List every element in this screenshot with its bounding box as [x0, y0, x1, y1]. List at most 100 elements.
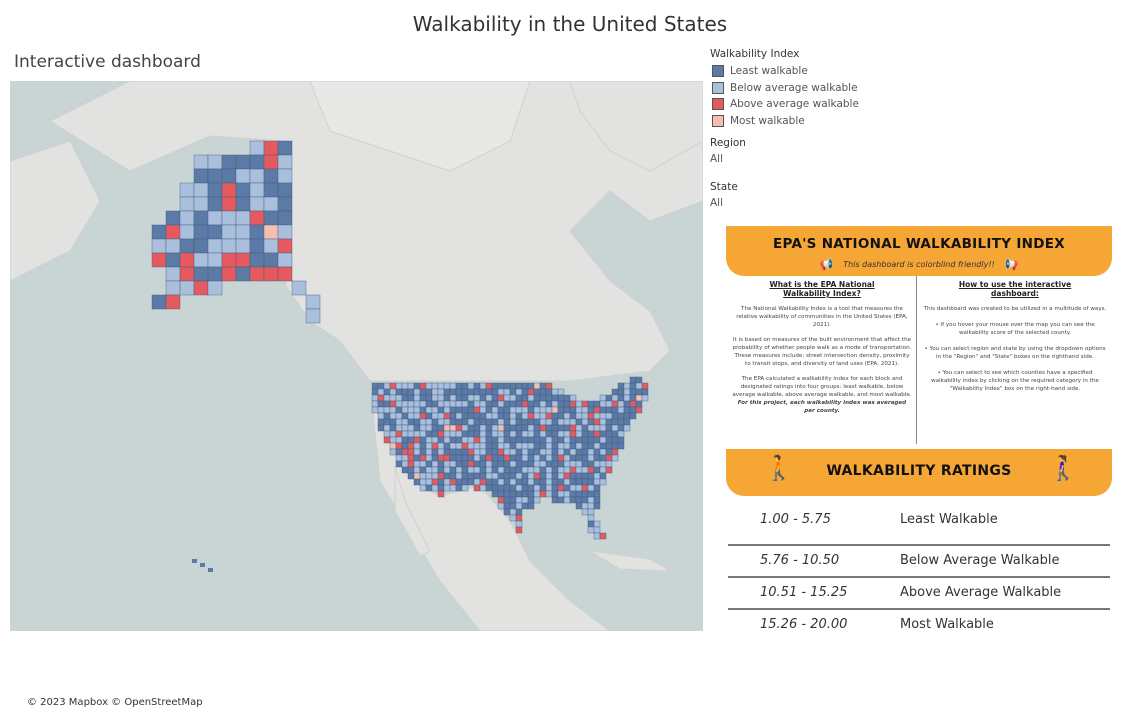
county-shape[interactable]: [425, 454, 433, 462]
county-shape[interactable]: [521, 406, 529, 414]
county-shape[interactable]: [263, 210, 279, 226]
county-shape[interactable]: [383, 394, 391, 402]
county-shape[interactable]: [563, 418, 571, 426]
county-shape[interactable]: [165, 238, 181, 254]
county-shape[interactable]: [527, 412, 535, 420]
county-shape[interactable]: [569, 472, 577, 480]
county-shape[interactable]: [419, 394, 427, 402]
county-shape[interactable]: [509, 454, 517, 462]
county-shape[interactable]: [533, 496, 541, 504]
county-shape[interactable]: [419, 448, 427, 456]
county-shape[interactable]: [413, 424, 421, 432]
county-shape[interactable]: [165, 224, 181, 240]
county-shape[interactable]: [395, 400, 403, 408]
county-shape[interactable]: [551, 406, 559, 414]
county-shape[interactable]: [249, 252, 265, 268]
legend-item-most[interactable]: Most walkable: [710, 113, 859, 130]
county-shape[interactable]: [437, 406, 445, 414]
map-attribution[interactable]: © 2023 Mapbox © OpenStreetMap: [24, 697, 206, 708]
county-shape[interactable]: [545, 418, 553, 426]
county-shape[interactable]: [443, 466, 451, 474]
county-shape[interactable]: [581, 478, 589, 486]
county-shape[interactable]: [509, 484, 517, 492]
county-shape[interactable]: [587, 424, 595, 432]
county-shape[interactable]: [497, 472, 505, 480]
county-shape[interactable]: [551, 388, 559, 396]
county-shape[interactable]: [545, 478, 553, 486]
county-shape[interactable]: [437, 442, 445, 450]
county-shape[interactable]: [503, 490, 511, 498]
county-shape[interactable]: [581, 424, 589, 432]
county-shape[interactable]: [635, 406, 643, 414]
county-shape[interactable]: [431, 418, 439, 426]
county-shape[interactable]: [509, 430, 517, 438]
county-shape[interactable]: [235, 182, 251, 198]
county-shape[interactable]: [395, 448, 403, 456]
county-shape[interactable]: [569, 478, 577, 486]
county-shape[interactable]: [497, 478, 505, 486]
county-shape[interactable]: [443, 424, 451, 432]
county-shape[interactable]: [527, 502, 535, 510]
county-shape[interactable]: [449, 460, 457, 468]
county-shape[interactable]: [515, 400, 523, 408]
county-shape[interactable]: [235, 210, 251, 226]
county-shape[interactable]: [473, 412, 481, 420]
county-shape[interactable]: [533, 442, 541, 450]
legend-item-least[interactable]: Least walkable: [710, 63, 859, 80]
county-shape[interactable]: [497, 454, 505, 462]
county-shape[interactable]: [545, 382, 553, 390]
county-shape[interactable]: [413, 460, 421, 468]
county-shape[interactable]: [425, 466, 433, 474]
county-shape[interactable]: [467, 448, 475, 456]
county-shape[interactable]: [437, 430, 445, 438]
county-shape[interactable]: [509, 388, 517, 396]
county-shape[interactable]: [515, 496, 523, 504]
county-shape[interactable]: [395, 406, 403, 414]
county-shape[interactable]: [207, 238, 223, 254]
county-shape[interactable]: [623, 418, 631, 426]
county-shape[interactable]: [503, 502, 511, 510]
county-shape[interactable]: [461, 430, 469, 438]
county-shape[interactable]: [587, 448, 595, 456]
region-filter[interactable]: Region All: [710, 137, 746, 165]
county-shape[interactable]: [449, 382, 457, 390]
county-shape[interactable]: [497, 502, 505, 510]
county-shape[interactable]: [413, 412, 421, 420]
county-shape[interactable]: [569, 448, 577, 456]
county-shape[interactable]: [151, 224, 167, 240]
county-shape[interactable]: [515, 412, 523, 420]
county-shape[interactable]: [249, 168, 265, 184]
county-shape[interactable]: [437, 418, 445, 426]
county-shape[interactable]: [545, 454, 553, 462]
county-shape[interactable]: [425, 406, 433, 414]
county-shape[interactable]: [425, 442, 433, 450]
county-shape[interactable]: [503, 412, 511, 420]
county-shape[interactable]: [587, 454, 595, 462]
county-shape[interactable]: [569, 412, 577, 420]
county-shape[interactable]: [165, 294, 181, 310]
county-shape[interactable]: [539, 424, 547, 432]
county-shape[interactable]: [521, 388, 529, 396]
county-shape[interactable]: [413, 394, 421, 402]
county-shape[interactable]: [605, 436, 613, 444]
county-shape[interactable]: [593, 502, 601, 510]
county-shape[interactable]: [437, 388, 445, 396]
county-shape[interactable]: [521, 400, 529, 408]
county-shape[interactable]: [207, 196, 223, 212]
county-shape[interactable]: [193, 266, 209, 282]
county-shape[interactable]: [605, 406, 613, 414]
county-shape[interactable]: [605, 400, 613, 408]
county-shape[interactable]: [449, 400, 457, 408]
county-shape[interactable]: [473, 430, 481, 438]
county-shape[interactable]: [545, 490, 553, 498]
county-shape[interactable]: [249, 196, 265, 212]
county-shape[interactable]: [599, 394, 607, 402]
county-shape[interactable]: [263, 238, 279, 254]
county-shape[interactable]: [377, 418, 385, 426]
county-shape[interactable]: [617, 400, 625, 408]
county-shape[interactable]: [635, 394, 643, 402]
county-shape[interactable]: [599, 406, 607, 414]
county-shape[interactable]: [389, 442, 397, 450]
county-shape[interactable]: [277, 182, 293, 198]
county-shape[interactable]: [263, 224, 279, 240]
